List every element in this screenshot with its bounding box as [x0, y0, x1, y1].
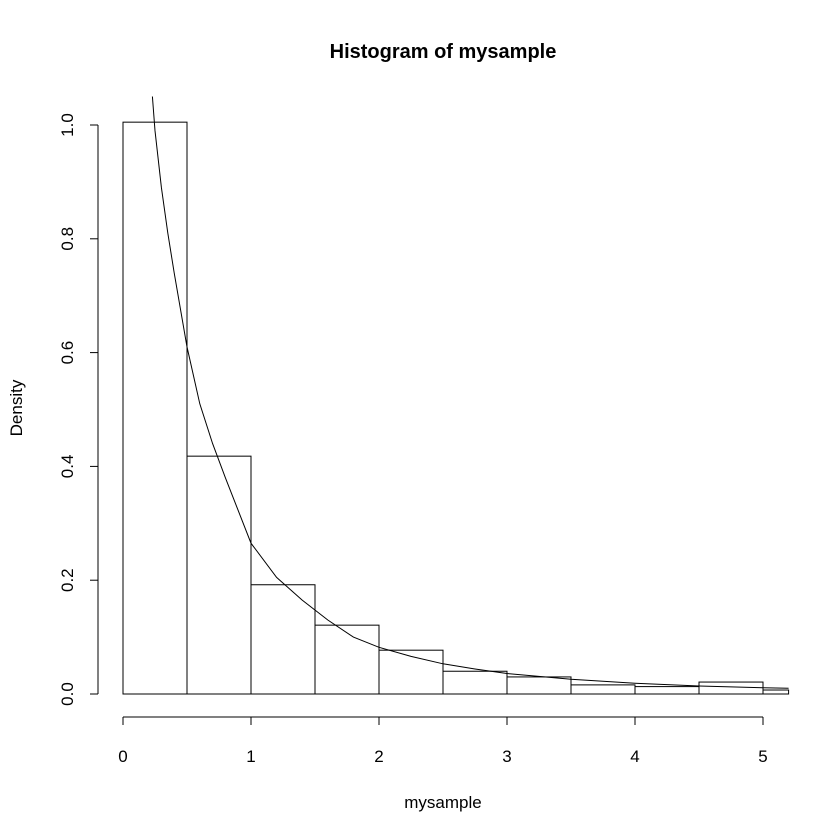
y-axis-title: Density: [7, 379, 26, 436]
x-tick-label-4: 4: [630, 747, 639, 766]
histogram-bar-2: [250, 584, 316, 695]
histogram-bar-1: [186, 455, 252, 695]
histogram-bar-0: [122, 121, 188, 695]
histogram-bar-10: [762, 689, 790, 695]
y-tick-label-5: 1.0: [58, 113, 77, 137]
x-axis: 0 1 2 3 4 5: [118, 716, 768, 766]
histogram-bar-5: [442, 670, 508, 695]
histogram-bar-9: [698, 681, 764, 695]
histogram-bar-8: [634, 686, 700, 695]
x-tick-label-0: 0: [118, 747, 127, 766]
x-tick-label-3: 3: [502, 747, 511, 766]
histogram-bars: [122, 121, 790, 695]
y-tick-label-1: 0.2: [58, 568, 77, 592]
y-tick-label-2: 0.4: [58, 455, 77, 479]
x-axis-title: mysample: [404, 793, 481, 812]
chart-title: Histogram of mysample: [330, 41, 557, 63]
x-tick-label-1: 1: [246, 747, 255, 766]
histogram-bar-7: [570, 684, 636, 695]
y-tick-label-3: 0.6: [58, 341, 77, 365]
histogram-bar-3: [314, 624, 380, 695]
x-tick-label-2: 2: [374, 747, 383, 766]
x-tick-label-5: 5: [758, 747, 767, 766]
histogram-bar-6: [506, 676, 572, 695]
y-axis: 0.0 0.2 0.4 0.6 0.8 1.0: [58, 113, 99, 706]
density-curve: [151, 96, 789, 689]
y-tick-label-0: 0.0: [58, 682, 77, 706]
y-tick-label-4: 0.8: [58, 227, 77, 251]
